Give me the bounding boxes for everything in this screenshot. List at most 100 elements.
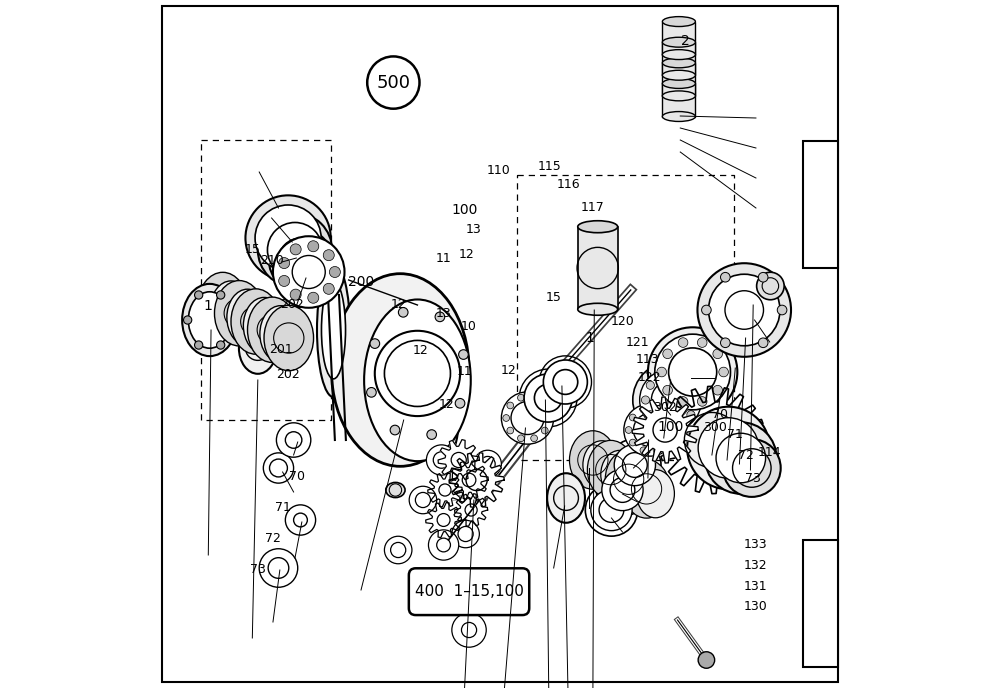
Ellipse shape <box>227 289 268 345</box>
Text: 71: 71 <box>727 429 743 441</box>
Ellipse shape <box>578 303 618 315</box>
Text: 131: 131 <box>744 580 768 592</box>
Circle shape <box>518 435 524 442</box>
Circle shape <box>195 341 203 349</box>
Circle shape <box>435 312 445 322</box>
Circle shape <box>629 439 636 446</box>
Ellipse shape <box>662 17 695 27</box>
Polygon shape <box>449 453 504 507</box>
Circle shape <box>269 228 332 292</box>
Text: 70: 70 <box>289 470 305 482</box>
Ellipse shape <box>248 297 297 363</box>
Text: 100: 100 <box>451 203 477 217</box>
Text: 100: 100 <box>657 420 684 433</box>
Circle shape <box>659 372 667 380</box>
Ellipse shape <box>321 281 346 379</box>
Bar <box>803 141 838 268</box>
Circle shape <box>459 350 468 359</box>
Text: 117: 117 <box>581 202 605 214</box>
Circle shape <box>602 469 643 510</box>
Circle shape <box>664 439 671 446</box>
Circle shape <box>674 420 682 428</box>
Circle shape <box>375 331 460 416</box>
Circle shape <box>452 613 486 647</box>
Ellipse shape <box>623 460 670 518</box>
Circle shape <box>713 385 723 395</box>
Text: 132: 132 <box>744 559 768 572</box>
Bar <box>578 227 618 310</box>
Ellipse shape <box>601 451 639 499</box>
Ellipse shape <box>662 111 695 122</box>
Circle shape <box>629 414 636 421</box>
Ellipse shape <box>331 274 469 466</box>
Ellipse shape <box>437 361 456 442</box>
Text: 302: 302 <box>653 401 677 413</box>
Ellipse shape <box>364 299 471 461</box>
Ellipse shape <box>662 58 695 68</box>
Circle shape <box>501 392 554 444</box>
Text: 210: 210 <box>260 254 283 266</box>
Circle shape <box>721 338 730 347</box>
Circle shape <box>646 411 654 419</box>
Circle shape <box>367 56 420 109</box>
Circle shape <box>697 396 707 406</box>
Circle shape <box>757 272 784 300</box>
Circle shape <box>308 241 319 252</box>
Text: 11: 11 <box>456 365 472 378</box>
Text: 73: 73 <box>745 472 761 484</box>
Text: 71: 71 <box>275 502 291 514</box>
Circle shape <box>308 292 319 303</box>
Ellipse shape <box>662 37 695 47</box>
Circle shape <box>267 222 322 277</box>
Polygon shape <box>455 494 488 526</box>
Circle shape <box>614 444 655 486</box>
Text: 12: 12 <box>500 364 516 376</box>
Circle shape <box>591 489 632 530</box>
Circle shape <box>259 549 298 588</box>
Circle shape <box>697 338 707 347</box>
Text: 120: 120 <box>611 316 634 328</box>
Circle shape <box>255 205 321 271</box>
Circle shape <box>641 396 650 404</box>
Text: 1: 1 <box>585 332 594 345</box>
Circle shape <box>384 536 412 563</box>
Circle shape <box>758 272 768 282</box>
Text: 113: 113 <box>636 353 660 365</box>
Circle shape <box>640 407 647 413</box>
Text: 15: 15 <box>546 291 562 303</box>
Circle shape <box>195 291 203 299</box>
Polygon shape <box>426 502 461 537</box>
Circle shape <box>398 308 408 317</box>
Text: 202: 202 <box>280 298 304 310</box>
Text: 73: 73 <box>250 563 266 576</box>
Circle shape <box>697 264 791 357</box>
Ellipse shape <box>583 441 621 489</box>
Text: 115: 115 <box>538 160 561 173</box>
Circle shape <box>687 411 695 419</box>
Text: 13: 13 <box>436 307 451 319</box>
Circle shape <box>518 394 524 401</box>
Circle shape <box>624 404 676 456</box>
Circle shape <box>698 652 715 668</box>
Circle shape <box>367 387 376 397</box>
Circle shape <box>426 445 457 475</box>
Circle shape <box>273 236 345 308</box>
Text: 11: 11 <box>436 252 451 264</box>
Circle shape <box>390 425 400 435</box>
Ellipse shape <box>210 281 252 337</box>
Circle shape <box>777 305 787 315</box>
Circle shape <box>687 407 770 489</box>
Bar <box>662 21 695 54</box>
Circle shape <box>217 291 225 299</box>
Text: 201: 201 <box>269 343 293 356</box>
Ellipse shape <box>662 91 695 101</box>
Polygon shape <box>438 440 479 480</box>
Circle shape <box>659 420 667 428</box>
Circle shape <box>228 316 236 324</box>
Text: 116: 116 <box>557 178 581 191</box>
Circle shape <box>640 447 647 453</box>
Circle shape <box>452 520 479 548</box>
Ellipse shape <box>569 431 616 489</box>
Circle shape <box>723 439 781 497</box>
Ellipse shape <box>619 460 657 508</box>
